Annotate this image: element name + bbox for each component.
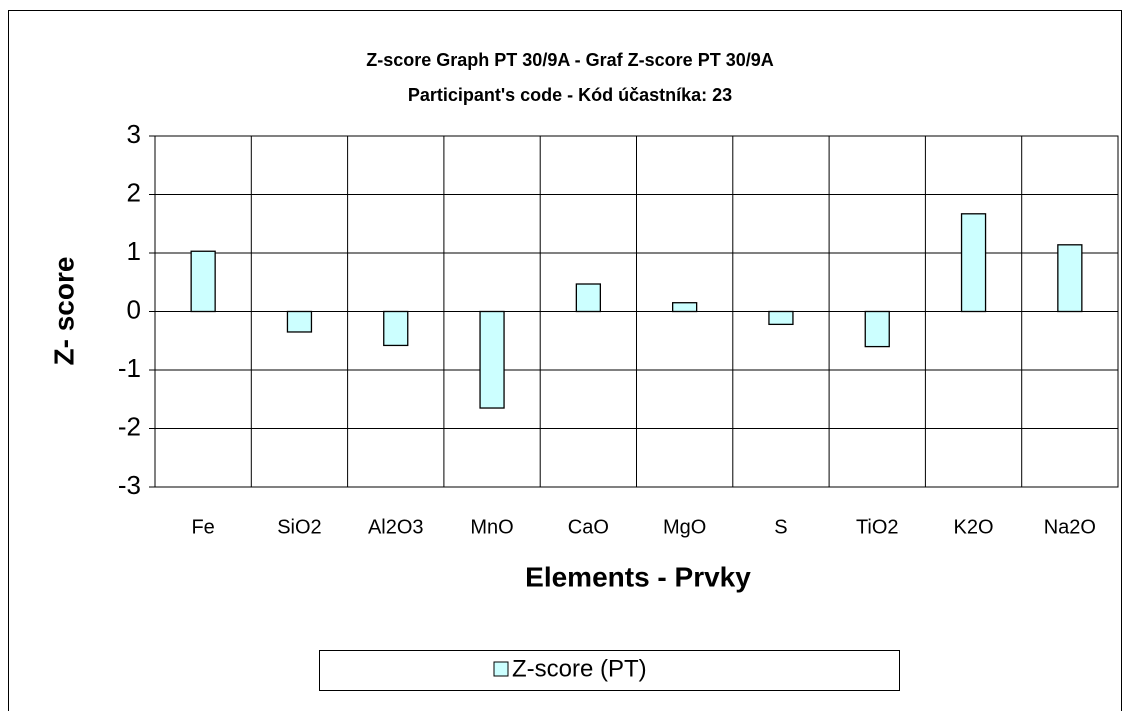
y-tick-label: -3 xyxy=(118,470,141,500)
chart-subtitle: Participant's code - Kód účastníka: 23 xyxy=(408,85,732,105)
x-tick-label: MnO xyxy=(470,516,513,538)
y-tick-label: 0 xyxy=(127,294,141,324)
y-tick-label: 1 xyxy=(127,236,141,266)
bar xyxy=(864,310,890,348)
x-tick-label: Na2O xyxy=(1044,516,1096,538)
y-tick-label: -2 xyxy=(118,411,141,441)
x-tick-label: K2O xyxy=(954,516,994,538)
x-axis-label: Elements - Prvky xyxy=(525,561,751,592)
x-tick-label: Al2O3 xyxy=(368,516,424,538)
x-tick-label: S xyxy=(774,516,787,538)
x-tick-label: SiO2 xyxy=(277,516,321,538)
legend-swatch xyxy=(493,661,509,677)
bar xyxy=(768,310,794,326)
x-tick-label: TiO2 xyxy=(856,516,899,538)
bar xyxy=(190,250,216,313)
x-tick-label: MgO xyxy=(663,516,706,538)
legend-label: Z-score (PT) xyxy=(512,655,647,682)
y-tick-label: -1 xyxy=(118,353,141,383)
legend-box xyxy=(319,650,900,691)
bar xyxy=(479,310,505,409)
y-tick-label: 2 xyxy=(127,177,141,207)
bar xyxy=(960,213,987,313)
x-tick-label: Fe xyxy=(191,516,214,538)
bar xyxy=(1057,244,1083,313)
bar xyxy=(383,310,409,347)
y-axis-label: Z- score xyxy=(48,257,79,366)
x-tick-label: CaO xyxy=(568,516,609,538)
y-tick-label: 3 xyxy=(127,119,141,149)
bar xyxy=(286,310,313,333)
bar xyxy=(672,302,698,313)
legend: Z-score (PT) xyxy=(319,650,900,691)
bar xyxy=(575,283,601,313)
chart-title: Z-score Graph PT 30/9A - Graf Z-score PT… xyxy=(366,50,773,70)
